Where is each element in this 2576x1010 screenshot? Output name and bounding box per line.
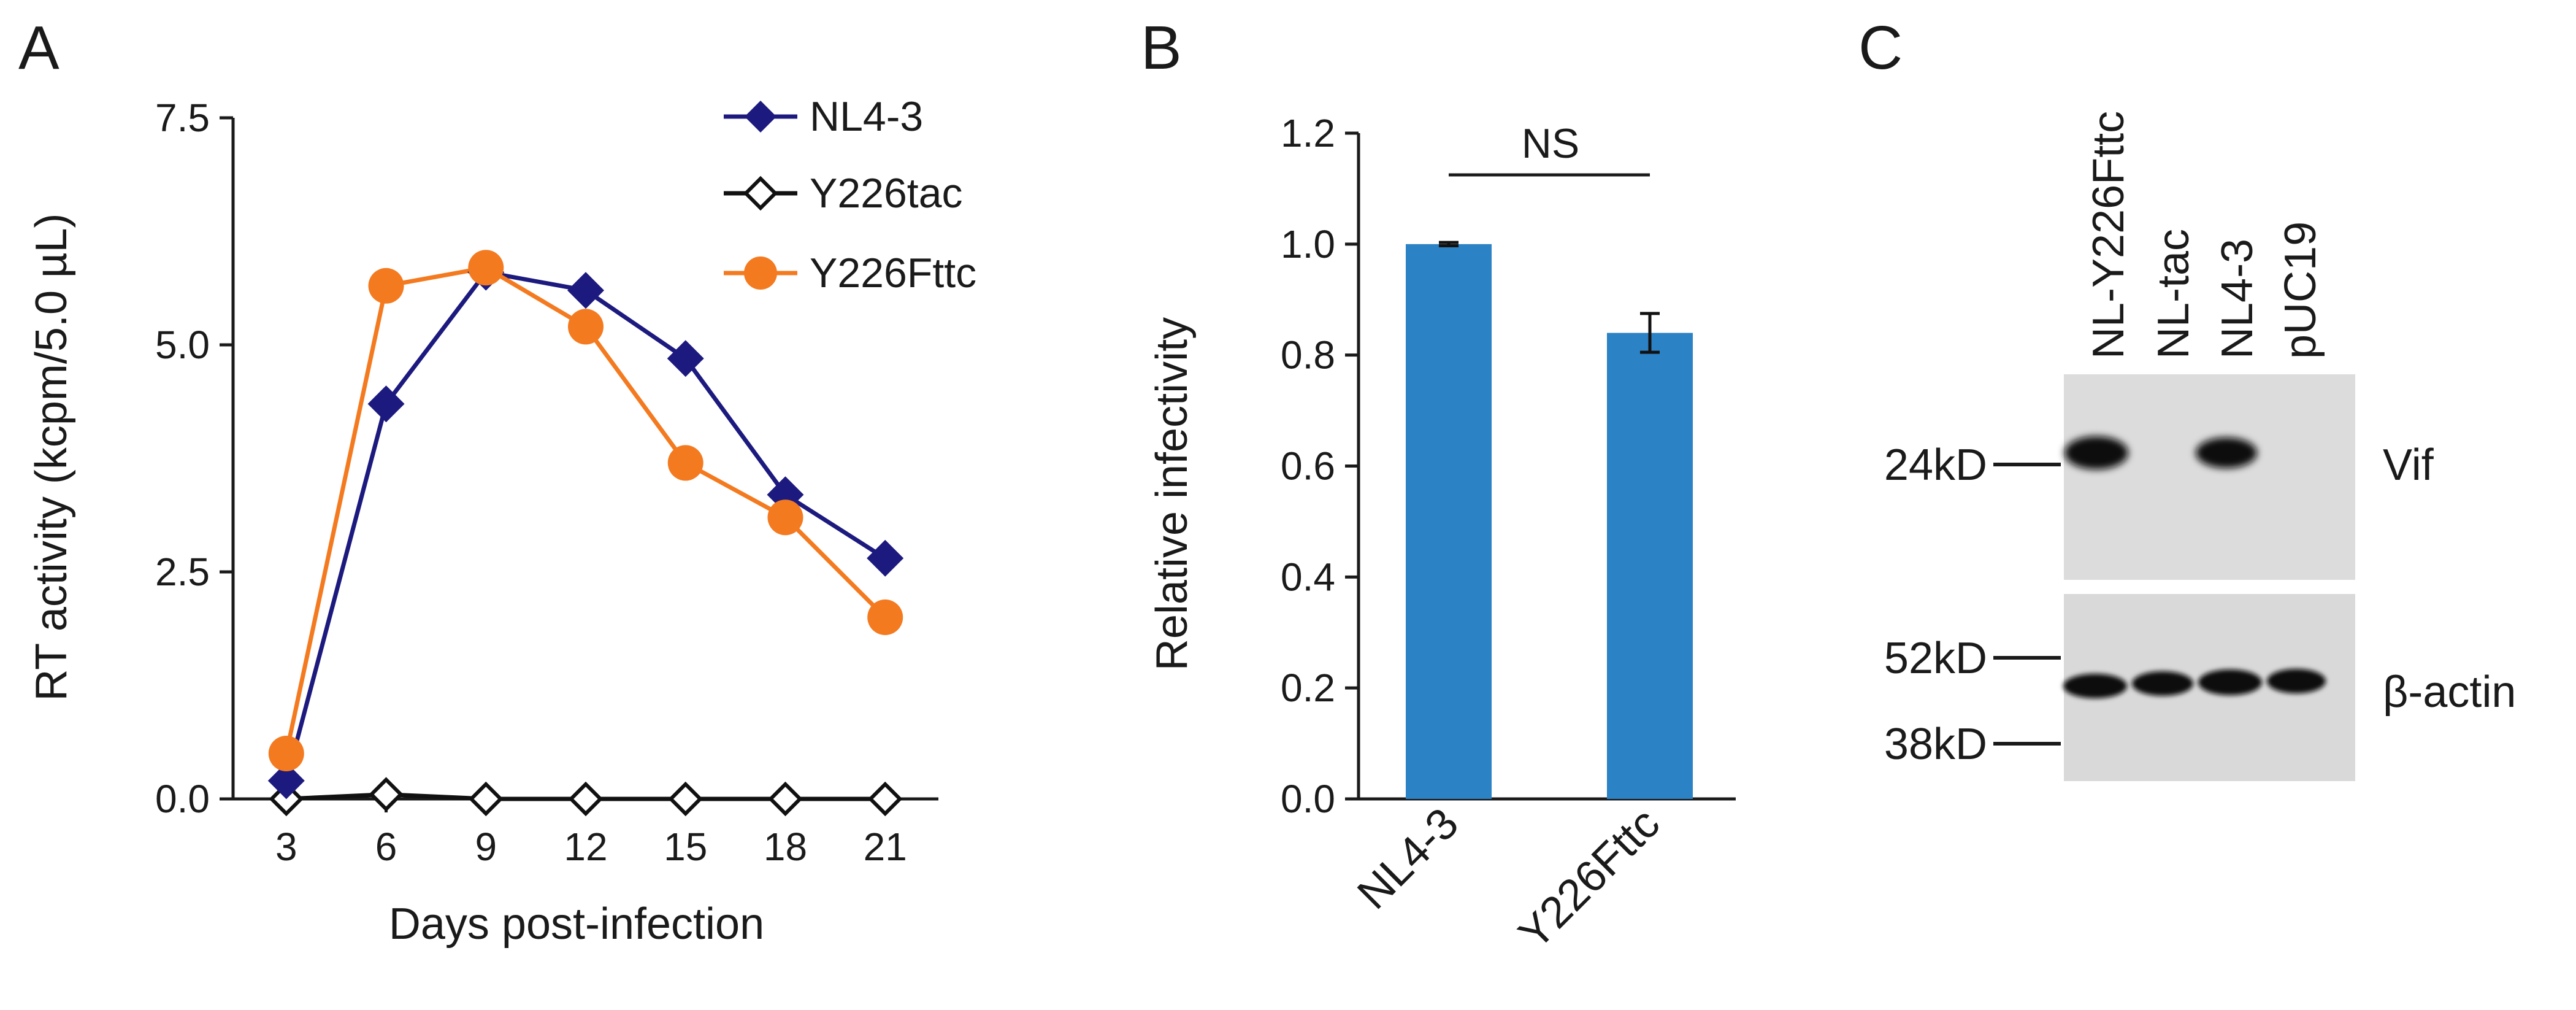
vif-marker-label: 24kD — [1884, 441, 1987, 490]
x-tick-label: 21 — [864, 825, 907, 869]
y-tick-label: 0.4 — [1281, 555, 1335, 599]
actin-marker-label-38: 38kD — [1884, 720, 1987, 769]
y-tick-label: 5.0 — [155, 323, 210, 367]
x-tick-label: 12 — [564, 825, 607, 869]
panel-a: A 0.0 2.5 5.0 7.5 3 6 9 12 15 18 21 Days post-inf… — [18, 13, 976, 949]
x-tick-label: 18 — [764, 825, 807, 869]
y-tick-label: 0.0 — [155, 777, 210, 821]
bar-nl4-3 — [1406, 244, 1492, 799]
x-tick-label: 6 — [375, 825, 397, 869]
panel-b-y-axis-title: Relative infectivity — [1148, 317, 1197, 671]
panel-a-legend: NL4-3 Y226tac Y226Fttc — [724, 93, 976, 296]
point-y226fttc — [568, 309, 604, 345]
x-category-label: NL4-3 — [1348, 799, 1468, 919]
actin-band-lane-2 — [2132, 671, 2193, 696]
legend-marker-y226fttc — [744, 256, 777, 290]
panel-a-points — [267, 250, 904, 817]
y-tick-label: 0.2 — [1281, 666, 1335, 710]
panel-b-letter: B — [1141, 13, 1182, 82]
point-y226fttc — [767, 499, 803, 536]
panel-b: B 0.0 0.2 0.4 0.6 0.8 1.0 1.2 NL4-3 Y226Fttc Re… — [1141, 13, 1736, 958]
point-nl4-3 — [667, 340, 704, 377]
point-nl4-3 — [367, 385, 405, 423]
point-y226tac — [568, 781, 604, 817]
panel-a-y-axis-title: RT activity (kcpm/5.0 µL) — [27, 213, 76, 701]
y-tick-label: 2.5 — [155, 550, 210, 594]
lane-label-nl4-3: NL4-3 — [2213, 239, 2262, 359]
panel-a-axes — [231, 118, 938, 801]
x-tick-label: 3 — [275, 825, 297, 869]
vif-label: Vif — [2383, 441, 2434, 490]
point-y226fttc — [867, 599, 903, 635]
actin-band-lane-1 — [2063, 674, 2127, 698]
point-y226fttc — [368, 268, 404, 304]
panel-b-significance: NS — [1449, 120, 1650, 177]
panel-c: C NL-Y226Fttc NL-tac NL4-3 pUC19 24kD Vi… — [1858, 13, 2516, 781]
panel-c-letter: C — [1858, 13, 1903, 82]
point-y226tac — [369, 777, 404, 812]
y-tick-label: 1.2 — [1281, 111, 1335, 155]
y-tick-label: 1.0 — [1281, 222, 1335, 266]
point-y226tac — [867, 781, 903, 817]
actin-marker-label-52: 52kD — [1884, 634, 1987, 683]
point-y226fttc — [268, 736, 304, 771]
blot-lane-labels: NL-Y226Fttc NL-tac NL4-3 pUC19 — [2084, 111, 2325, 359]
lane-label-nl-tac: NL-tac — [2149, 229, 2198, 359]
legend-item-y226fttc: Y226Fttc — [724, 250, 976, 296]
x-tick-label: 9 — [475, 825, 497, 869]
lane-label-puc19: pUC19 — [2276, 222, 2325, 359]
point-y226tac — [768, 781, 803, 817]
panel-b-y-ticks: 0.0 0.2 0.4 0.6 0.8 1.0 1.2 — [1281, 111, 1359, 821]
actin-band-lane-4 — [2267, 669, 2326, 693]
x-tick-label: 15 — [664, 825, 707, 869]
vif-membrane — [2064, 374, 2355, 580]
y-tick-label: 0.8 — [1281, 333, 1335, 377]
legend-label-y226fttc: Y226Fttc — [810, 250, 976, 296]
bar-y226fttc — [1607, 333, 1693, 799]
point-nl4-3 — [567, 272, 604, 309]
legend-label-nl4-3: NL4-3 — [810, 93, 923, 140]
point-y226tac — [469, 781, 504, 817]
panel-a-x-axis-title: Days post-infection — [389, 900, 764, 949]
actin-label: β-actin — [2383, 668, 2516, 717]
lane-label-nl-y226fttc: NL-Y226Fttc — [2084, 111, 2133, 359]
legend-marker-nl4-3 — [745, 101, 776, 133]
y-tick-label: 0.6 — [1281, 444, 1335, 488]
vif-band-lane-3 — [2196, 438, 2257, 468]
panel-a-letter: A — [18, 13, 59, 82]
point-y226tac — [668, 781, 703, 817]
panel-a-series-lines — [284, 265, 887, 801]
actin-band-lane-3 — [2198, 669, 2262, 695]
panel-b-bars — [1406, 241, 1693, 799]
point-y226fttc — [667, 445, 703, 481]
legend-marker-y226tac — [743, 175, 778, 211]
point-nl4-3 — [867, 539, 904, 577]
legend-label-y226tac: Y226tac — [810, 170, 963, 217]
vif-blot: 24kD Vif — [1884, 374, 2434, 580]
x-category-label: Y226Fttc — [1509, 799, 1669, 958]
point-y226fttc — [468, 250, 504, 286]
legend-item-nl4-3: NL4-3 — [724, 93, 923, 140]
actin-blot: 52kD 38kD β-actin — [1884, 594, 2516, 781]
point-nl4-3 — [267, 762, 305, 800]
vif-band-lane-1 — [2064, 436, 2128, 469]
panel-b-x-labels: NL4-3 Y226Fttc — [1348, 799, 1669, 958]
y-tick-label: 0.0 — [1281, 777, 1335, 821]
panel-a-y-ticks: 0.0 2.5 5.0 7.5 — [155, 96, 233, 821]
significance-label: NS — [1522, 120, 1579, 167]
legend-item-y226tac: Y226tac — [724, 170, 963, 217]
y-tick-label: 7.5 — [155, 96, 210, 140]
